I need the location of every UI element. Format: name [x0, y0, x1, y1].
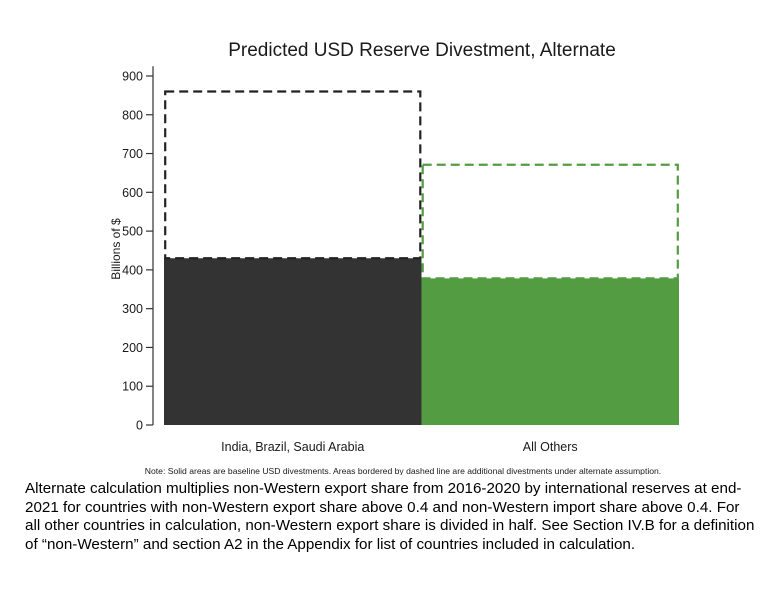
plot-area: India, Brazil, Saudi Arabia All Others 0 10…	[122, 66, 679, 454]
y-tick-label-700: 700	[122, 147, 143, 161]
x-tick-label-0: India, Brazil, Saudi Arabia	[221, 440, 364, 454]
caption: Alternate calculation multiplies non-Wes…	[25, 480, 755, 553]
y-tick-label-200: 200	[122, 341, 143, 355]
y-tick-label-0: 0	[136, 419, 143, 433]
y-tick-label-400: 400	[122, 263, 143, 277]
y-tick-label-800: 800	[122, 108, 143, 122]
y-tick-label-600: 600	[122, 186, 143, 200]
y-tick-label-100: 100	[122, 380, 143, 394]
x-tick-label-1: All Others	[523, 440, 578, 454]
chart: Predicted USD Reserve Divestment, Altern…	[109, 40, 679, 475]
bar-dashed-1	[421, 163, 679, 280]
y-tick-label-900: 900	[122, 69, 143, 83]
y-axis-label: Billions of $	[109, 218, 123, 280]
y-tick-label-300: 300	[122, 302, 143, 316]
bar-dashed-0	[164, 90, 422, 260]
bar-solid-0	[164, 258, 422, 425]
bar-solid-1	[421, 278, 679, 425]
y-tick-label-500: 500	[122, 225, 143, 239]
chart-note: Note: Solid areas are baseline USD dives…	[145, 466, 661, 475]
chart-title: Predicted USD Reserve Divestment, Altern…	[228, 40, 616, 61]
